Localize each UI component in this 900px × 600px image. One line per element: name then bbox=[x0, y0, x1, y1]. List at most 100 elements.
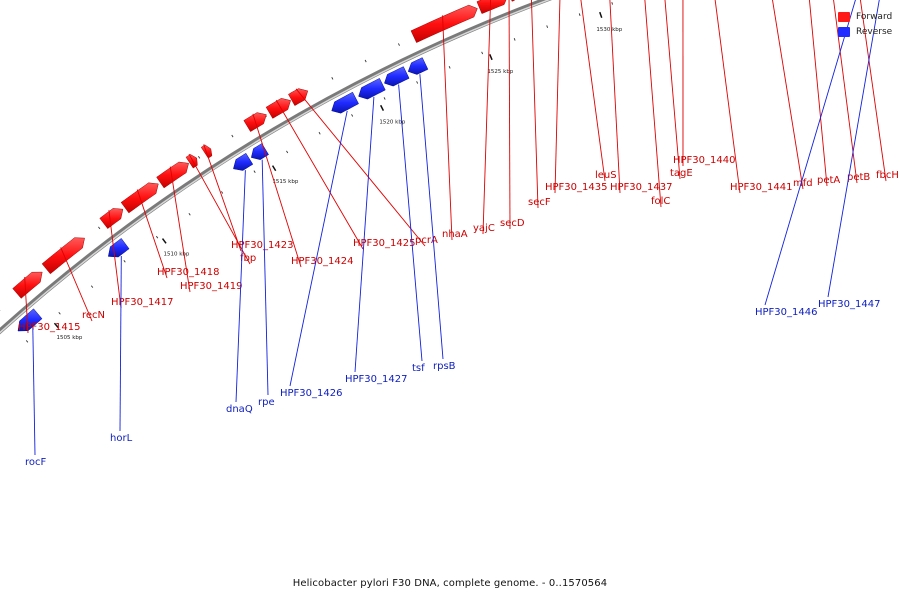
genome-backbone-highlight bbox=[0, 0, 551, 334]
forward-gene-label-folC[interactable]: folC bbox=[651, 196, 670, 207]
leader-line bbox=[833, 0, 858, 184]
forward-gene-label-petB[interactable]: petB bbox=[847, 172, 870, 183]
minor-tick bbox=[546, 25, 549, 28]
forward-gene-label-tagE[interactable]: tagE bbox=[670, 168, 693, 179]
forward-gene-label-leuS[interactable]: leuS bbox=[595, 170, 617, 181]
minor-tick bbox=[90, 285, 94, 288]
forward-gene-label-HPF30_1435[interactable]: HPF30_1435 bbox=[545, 182, 607, 193]
forward-gene-label-mfd[interactable]: mfd bbox=[793, 178, 813, 189]
leader-line bbox=[32, 327, 36, 456]
minor-tick bbox=[481, 51, 484, 55]
reverse-gene-label-horL[interactable]: horL bbox=[110, 433, 133, 444]
reverse-gene-label-rocF[interactable]: rocF bbox=[25, 457, 47, 468]
forward-gene-label-pcrA[interactable]: pcrA bbox=[415, 235, 438, 246]
forward-gene-HPF30_1417[interactable] bbox=[99, 208, 124, 229]
minor-tick bbox=[155, 235, 159, 239]
minor-tick bbox=[25, 340, 29, 343]
legend-reverse-label: Reverse bbox=[856, 26, 893, 37]
forward-gene-secD[interactable] bbox=[507, 0, 515, 2]
forward-gene-label-nhaA[interactable]: nhaA bbox=[442, 229, 468, 240]
forward-gene-label-secF[interactable]: secF bbox=[528, 197, 551, 208]
minor-tick bbox=[416, 81, 419, 84]
leader-line bbox=[764, 0, 856, 306]
forward-gene-label-petA[interactable]: petA bbox=[817, 175, 840, 186]
reverse-gene-label-rpsB[interactable]: rpsB bbox=[433, 361, 456, 372]
leader-line bbox=[261, 159, 269, 396]
reverse-gene-label-HPF30_1426[interactable]: HPF30_1426 bbox=[280, 388, 342, 399]
leader-line bbox=[644, 0, 662, 208]
leader-line bbox=[275, 99, 364, 250]
reverse-gene-rpsB[interactable] bbox=[407, 57, 429, 75]
leader-line bbox=[808, 0, 828, 187]
reverse-gene-dnaQ[interactable] bbox=[233, 152, 254, 171]
leader-line bbox=[169, 166, 191, 293]
forward-gene-label-HPF30_1437[interactable]: HPF30_1437 bbox=[610, 182, 672, 193]
leader-line bbox=[859, 0, 887, 182]
leader-line bbox=[136, 189, 168, 279]
leader-line bbox=[554, 0, 561, 194]
forward-gene-label-fbcH[interactable]: fbcH bbox=[876, 170, 899, 181]
forward-gene-yajC[interactable] bbox=[476, 0, 508, 14]
leader-line bbox=[188, 153, 251, 265]
forward-swatch bbox=[838, 11, 850, 22]
reverse-gene-HPF30_1426[interactable] bbox=[331, 91, 359, 114]
forward-gene-label-HPF30_1415[interactable]: HPF30_1415 bbox=[18, 322, 80, 333]
major-tick bbox=[161, 238, 167, 244]
major-tick bbox=[379, 104, 385, 111]
leader-line bbox=[714, 0, 741, 194]
reverse-gene-label-HPF30_1427[interactable]: HPF30_1427 bbox=[345, 374, 407, 385]
reverse-gene-tsf[interactable] bbox=[384, 66, 410, 87]
leader-line bbox=[108, 210, 122, 309]
forward-gene-label-recN[interactable]: recN bbox=[82, 310, 105, 321]
forward-gene-recN[interactable] bbox=[41, 237, 85, 275]
forward-gene-label-HPF30_1424[interactable]: HPF30_1424 bbox=[291, 256, 353, 267]
reverse-gene-label-rpe[interactable]: rpe bbox=[258, 397, 275, 408]
reverse-gene-horL[interactable] bbox=[107, 238, 130, 258]
minor-tick bbox=[188, 212, 191, 216]
minor-tick bbox=[318, 131, 321, 135]
leader-line bbox=[664, 0, 681, 180]
reverse-gene-label-HPF30_1446[interactable]: HPF30_1446 bbox=[755, 307, 817, 318]
leader-line bbox=[419, 74, 444, 360]
minor-ticks bbox=[0, 0, 613, 343]
forward-gene-HPF30_1419[interactable] bbox=[156, 161, 189, 189]
forward-gene-label-HPF30_1423[interactable]: HPF30_1423 bbox=[231, 240, 293, 251]
minor-tick bbox=[58, 312, 61, 315]
forward-gene-label-HPF30_1417[interactable]: HPF30_1417 bbox=[111, 297, 173, 308]
forward-gene-label-HPF30_1440[interactable]: HPF30_1440 bbox=[673, 155, 735, 166]
forward-gene-label-secD[interactable]: secD bbox=[500, 218, 525, 229]
leader-line bbox=[289, 110, 348, 387]
leader-line bbox=[827, 0, 880, 298]
reverse-gene-rpe[interactable] bbox=[250, 143, 269, 160]
reverse-gene-rocF[interactable] bbox=[17, 308, 43, 332]
minor-tick bbox=[98, 226, 101, 230]
forward-gene-HPF30_1425[interactable] bbox=[265, 98, 291, 119]
leader-line bbox=[354, 96, 375, 373]
major-tick bbox=[53, 322, 59, 329]
reverse-swatch bbox=[838, 26, 850, 37]
forward-gene-nhaA[interactable] bbox=[410, 4, 478, 43]
minor-tick bbox=[231, 134, 234, 138]
leader-line bbox=[203, 144, 242, 252]
tick-label: 1520 kbp bbox=[379, 119, 405, 125]
forward-gene-label-yajC[interactable]: yajC bbox=[473, 223, 495, 234]
forward-gene-label-fbp[interactable]: fbp bbox=[240, 253, 256, 264]
reverse-gene-label-dnaQ[interactable]: dnaQ bbox=[226, 404, 253, 415]
reverse-gene-label-HPF30_1447[interactable]: HPF30_1447 bbox=[818, 299, 880, 310]
reverse-gene-label-tsf[interactable]: tsf bbox=[412, 363, 425, 374]
minor-tick bbox=[448, 65, 451, 69]
forward-gene-label-HPF30_1441[interactable]: HPF30_1441 bbox=[730, 182, 792, 193]
minor-tick bbox=[364, 59, 367, 63]
forward-gene-label-HPF30_1425[interactable]: HPF30_1425 bbox=[353, 238, 415, 249]
forward-gene-HPF30_1415[interactable] bbox=[12, 271, 43, 299]
reverse-gene-HPF30_1427[interactable] bbox=[358, 78, 386, 100]
forward-gene-label-HPF30_1419[interactable]: HPF30_1419 bbox=[180, 281, 242, 292]
leader-line bbox=[580, 0, 606, 182]
forward-gene-pcrA[interactable] bbox=[288, 88, 309, 106]
leader-line bbox=[235, 170, 246, 403]
tick-label: 1530 kbp bbox=[596, 27, 622, 33]
minor-tick bbox=[198, 156, 201, 159]
leader-line bbox=[508, 0, 511, 230]
forward-gene-label-HPF30_1418[interactable]: HPF30_1418 bbox=[157, 267, 219, 278]
major-tick bbox=[489, 54, 493, 61]
